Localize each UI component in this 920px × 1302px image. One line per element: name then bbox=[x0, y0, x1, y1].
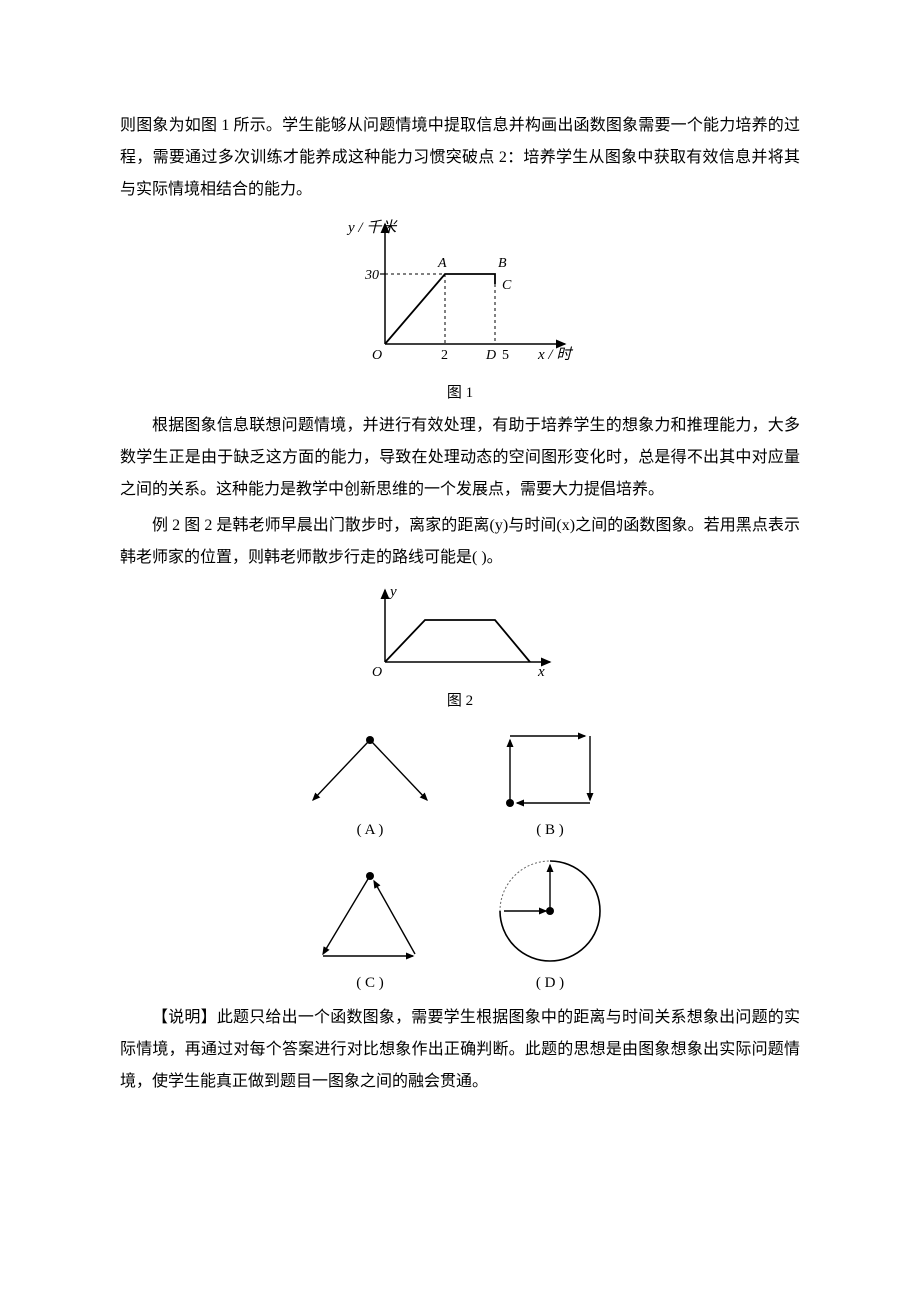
point-A-label: A bbox=[437, 256, 447, 271]
option-B: ( B ) bbox=[470, 718, 630, 839]
y-tick-30: 30 bbox=[364, 268, 379, 283]
option-B-label: ( B ) bbox=[536, 822, 564, 839]
option-C-label: ( C ) bbox=[356, 975, 384, 992]
option-A-label: ( A ) bbox=[357, 822, 384, 839]
x-tick-5: 5 bbox=[502, 348, 509, 363]
graph-line-2 bbox=[385, 620, 530, 662]
figure-2: O y x 图 2 bbox=[360, 582, 560, 710]
origin-O-label: O bbox=[372, 348, 382, 363]
y-axis-label-2: y bbox=[388, 584, 397, 600]
home-dot-icon bbox=[506, 799, 514, 807]
paragraph-example-2: 例 2 图 2 是韩老师早晨出门散步时，离家的距离(y)与时间(x)之间的函数图… bbox=[120, 510, 800, 574]
paragraph-intro-1: 则图象为如图 1 所示。学生能够从问题情境中提取信息并构画出函数图象需要一个能力… bbox=[120, 110, 800, 206]
options-container: ( A ) ( B ) bbox=[120, 718, 800, 992]
option-D: ( D ) bbox=[470, 851, 630, 992]
options-grid: ( A ) ( B ) bbox=[290, 718, 630, 992]
x-axis-label-2: x bbox=[537, 664, 545, 680]
figure-2-caption: 图 2 bbox=[360, 689, 560, 710]
option-D-label: ( D ) bbox=[536, 975, 564, 992]
point-B-label: B bbox=[498, 256, 507, 271]
home-dot-icon bbox=[546, 907, 554, 915]
point-D-label: D bbox=[485, 348, 496, 363]
figure-1-caption: 图 1 bbox=[330, 381, 590, 402]
paragraph-2: 根据图象信息联想问题情境，并进行有效处理，有助于培养学生的想象力和推理能力，大多… bbox=[120, 410, 800, 506]
x-tick-2: 2 bbox=[441, 348, 448, 363]
origin-O-label-2: O bbox=[372, 665, 382, 680]
option-C: ( C ) bbox=[290, 851, 450, 992]
graph-line bbox=[385, 274, 495, 344]
x-axis-label: x / 时 bbox=[537, 346, 573, 363]
figure-1-container: 30 2 D 5 A B C O y / 千米 x / 时 图 1 bbox=[120, 214, 800, 402]
figure-1: 30 2 D 5 A B C O y / 千米 x / 时 图 1 bbox=[330, 214, 590, 402]
y-axis-label: y / 千米 bbox=[346, 219, 398, 236]
figure-2-container: O y x 图 2 bbox=[120, 582, 800, 710]
option-A: ( A ) bbox=[290, 718, 450, 839]
point-C-label: C bbox=[502, 278, 512, 293]
paragraph-explanation: 【说明】此题只给出一个函数图象，需要学生根据图象中的距离与时间关系想象出问题的实… bbox=[120, 1002, 800, 1098]
home-dot-icon bbox=[366, 872, 374, 880]
